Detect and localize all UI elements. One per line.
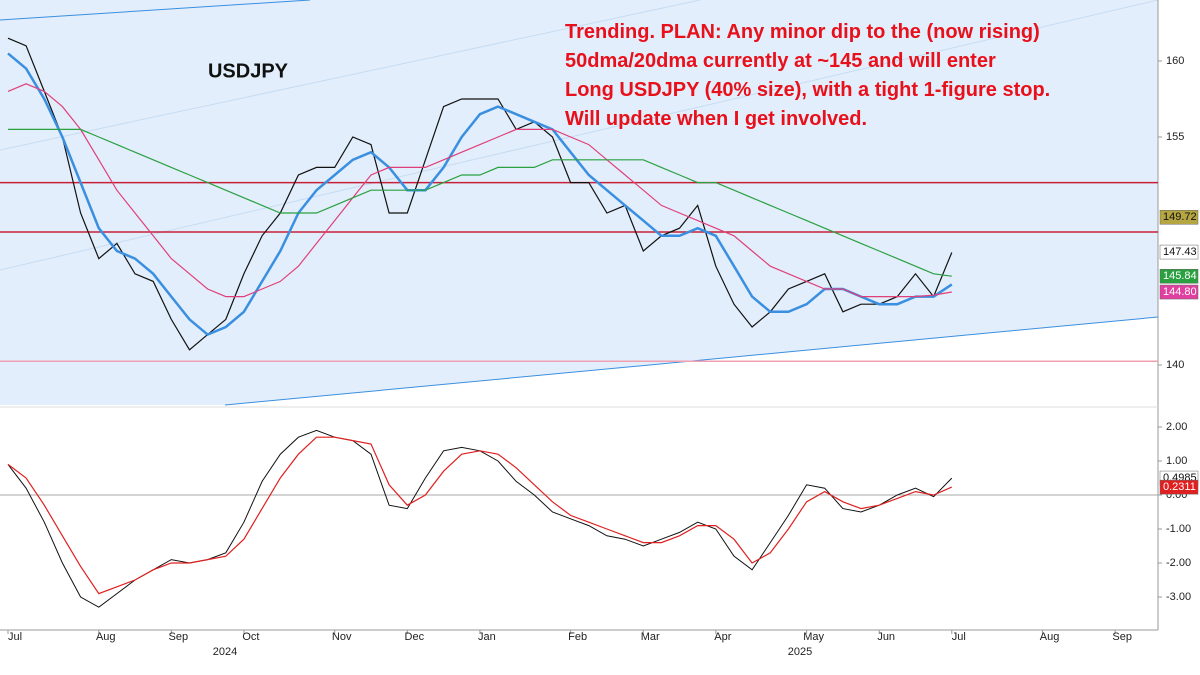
y-tick-label: -2.00 (1166, 557, 1191, 569)
x-tick-label: Jul (952, 631, 966, 643)
annotation-line: Will update when I get involved. (565, 108, 867, 130)
x-tick-label: Jun (877, 631, 895, 643)
year-label: 2024 (213, 646, 237, 658)
y-tick-label: 140 (1166, 359, 1184, 371)
x-tick-label: Feb (568, 631, 587, 643)
series-line (7, 52, 953, 337)
x-tick-label: Apr (714, 631, 731, 643)
channel-line (0, 0, 311, 21)
x-tick-label: Nov (332, 631, 352, 643)
chart-title: USDJPY (208, 60, 289, 82)
x-tick-label: Jan (478, 631, 496, 643)
channel-line (0, 0, 701, 151)
x-tick-label: Sep (169, 631, 189, 643)
x-tick-label: Oct (242, 631, 259, 643)
series-line (7, 83, 952, 298)
price-tag (1159, 209, 1199, 225)
x-tick-label: Aug (1040, 631, 1060, 643)
x-tick-label: Jul (8, 631, 22, 643)
series-line (7, 429, 953, 608)
annotation: Trending. PLAN: Any minor dip to the (no… (565, 21, 1050, 130)
price-tag (1159, 284, 1199, 300)
x-tick-label: Sep (1112, 631, 1132, 643)
y-tick-label: 1.00 (1166, 455, 1187, 467)
y-tick-label: 155 (1166, 131, 1184, 143)
price-tag-label: 147.43 (1163, 246, 1197, 258)
series-line (8, 128, 952, 277)
price-tag-label: 149.72 (1163, 211, 1197, 223)
price-tag-label: 145.84 (1163, 270, 1197, 282)
annotation-line: Trending. PLAN: Any minor dip to the (no… (565, 21, 1040, 43)
year-label: 2025 (788, 646, 812, 658)
y-tick-label: 2.00 (1166, 421, 1187, 433)
y-tick-label: 160 (1166, 55, 1184, 67)
x-tick-label: Mar (641, 631, 660, 643)
annotation-line: Long USDJPY (40% size), with a tight 1-f… (565, 79, 1050, 101)
y-tick-label: -3.00 (1166, 591, 1191, 603)
price-tag (1159, 268, 1199, 284)
price-tag (1159, 244, 1199, 260)
x-tick-label: Dec (405, 631, 425, 643)
price-tag (1159, 479, 1199, 495)
y-tick-label: -1.00 (1166, 523, 1191, 535)
x-tick-label: May (803, 631, 824, 643)
price-tag-label: 0.2311 (1163, 481, 1196, 493)
annotation-line: 50dma/20dma currently at ~145 and will e… (565, 50, 996, 72)
x-tick-label: Aug (96, 631, 116, 643)
series-line (7, 37, 953, 351)
series-line (7, 436, 953, 595)
channel-line (0, 0, 1159, 271)
price-tag-label: 144.80 (1163, 286, 1197, 298)
